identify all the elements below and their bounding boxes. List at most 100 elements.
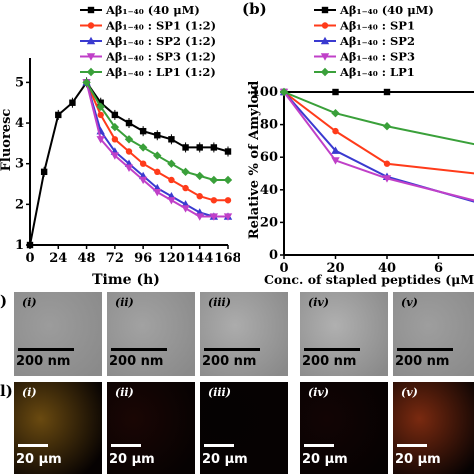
x-tick-label: 0 <box>279 261 288 276</box>
tem-image-row: ) (i) 200 nm (ii) 200 nm (iii) 200 nm (iv) 200 … <box>0 292 474 378</box>
data-point <box>40 168 48 176</box>
scale-bar <box>304 348 360 351</box>
fluorescence-image-2: (ii) 20 μm <box>107 382 195 474</box>
data-point <box>125 148 133 155</box>
data-point <box>331 108 340 118</box>
data-point <box>195 171 204 181</box>
scale-label: 20 μm <box>302 452 348 467</box>
legend-marker <box>320 53 330 61</box>
legend: Aβ₁₋₄₀ (40 μM) Aβ₁₋₄₀ : SP1 (1:2) Aβ₁₋₄₀ :… <box>80 3 216 79</box>
y-tick-label: 80 <box>260 118 278 133</box>
data-point <box>382 122 392 131</box>
scale-bar <box>204 444 234 447</box>
data-point <box>383 88 391 96</box>
legend-marker <box>86 36 96 45</box>
data-point <box>154 132 161 139</box>
x-tick-label: 72 <box>106 251 124 266</box>
scale-label: 20 μm <box>395 452 441 467</box>
data-point <box>153 151 162 160</box>
data-point <box>168 136 175 143</box>
x-axis-label: Conc. of stapled peptides (μM <box>264 272 474 287</box>
data-point <box>125 119 133 127</box>
data-point <box>331 146 340 154</box>
data-point <box>167 197 176 205</box>
legend-marker <box>320 36 330 45</box>
chart-relative-amyloid: (b) Relative % of Amyloid Conc. of stapl… <box>242 0 474 287</box>
data-point <box>223 213 233 221</box>
y-tick-label: 100 <box>251 85 278 100</box>
x-tick-label: 120 <box>158 251 185 266</box>
data-point <box>209 175 219 185</box>
legend-entry: Aβ₁₋₄₀ : LP1 (1:2) <box>105 65 216 79</box>
legend-entry: Aβ₁₋₄₀ : SP2 <box>339 34 415 48</box>
data-point <box>223 175 233 185</box>
tile-label: (v) <box>401 296 418 309</box>
data-point <box>196 144 203 151</box>
scale-label: 200 nm <box>16 354 71 369</box>
y-tick-label: 40 <box>260 183 278 198</box>
data-point <box>26 241 34 249</box>
data-point <box>96 102 105 111</box>
data-point <box>110 152 120 160</box>
fluorescence-image-row: l) (i) 20 μm (ii) 20 μm (iii) 20 μm (iv) 20 μm(… <box>0 382 474 474</box>
series-line-1 <box>283 91 474 175</box>
data-point <box>181 167 190 177</box>
x-axis-label: Time (h) <box>92 272 160 288</box>
tile-label: (ii) <box>115 386 134 399</box>
tile-label: (v) <box>401 386 418 399</box>
y-axis-label: Fluoresc <box>0 109 14 172</box>
legend-entry: Aβ₁₋₄₀ (40 μM) <box>339 3 434 17</box>
tem-image-5: (v) 200 nm <box>393 292 474 376</box>
legend-marker <box>87 6 95 14</box>
data-point <box>111 111 119 119</box>
legend-marker <box>86 67 96 77</box>
data-point <box>382 175 392 183</box>
y-tick-label: 3 <box>15 157 24 172</box>
data-point <box>168 176 175 184</box>
legend-entry: Aβ₁₋₄₀ (40 μM) <box>105 3 200 17</box>
data-point <box>154 168 161 176</box>
data-point <box>331 157 340 165</box>
legend-entry: Aβ₁₋₄₀ : LP1 <box>339 65 415 79</box>
data-point <box>124 164 134 172</box>
data-point <box>138 143 148 152</box>
data-point <box>124 135 134 144</box>
tile-label: (iv) <box>308 296 329 309</box>
scale-label: 200 nm <box>302 354 357 369</box>
fluorescence-image-1: (i) 20 μm <box>14 382 102 474</box>
scale-bar <box>397 444 427 447</box>
x-tick-label: 40 <box>378 261 396 276</box>
fluorescence-image-5: (v) 20 μm <box>393 382 474 474</box>
data-point <box>111 136 119 143</box>
y-tick-label: 4 <box>15 116 24 131</box>
legend-entry: Aβ₁₋₄₀ : SP3 <box>339 50 415 64</box>
y-tick-label: 2 <box>15 197 24 212</box>
data-point <box>139 127 147 135</box>
tile-label: (iii) <box>208 386 231 399</box>
y-axis-label: Relative % of Amyloid <box>247 81 262 239</box>
data-point <box>82 78 91 87</box>
data-point <box>332 88 339 96</box>
tile-label: (iv) <box>308 386 329 399</box>
data-point <box>196 193 203 200</box>
legend-marker <box>320 67 330 77</box>
y-tick-label: 20 <box>260 215 278 230</box>
scale-bar <box>397 348 453 351</box>
data-point <box>332 127 339 135</box>
legend-entry: Aβ₁₋₄₀ : SP1 (1:2) <box>105 19 216 33</box>
panel-label-tem: ) <box>0 292 8 310</box>
x-tick-label: 168 <box>214 251 240 266</box>
legend-entry: Aβ₁₋₄₀ : SP3 (1:2) <box>105 50 216 64</box>
tile-label: (i) <box>22 386 37 399</box>
data-point <box>210 144 218 151</box>
data-point <box>195 213 204 221</box>
scale-bar <box>304 444 334 447</box>
data-point <box>279 87 289 97</box>
tile-label: (i) <box>22 296 37 309</box>
legend-marker <box>321 6 329 14</box>
x-tick-label: 6 <box>434 261 443 276</box>
data-point <box>69 99 76 106</box>
scale-label: 200 nm <box>395 354 450 369</box>
legend-marker <box>87 22 95 29</box>
